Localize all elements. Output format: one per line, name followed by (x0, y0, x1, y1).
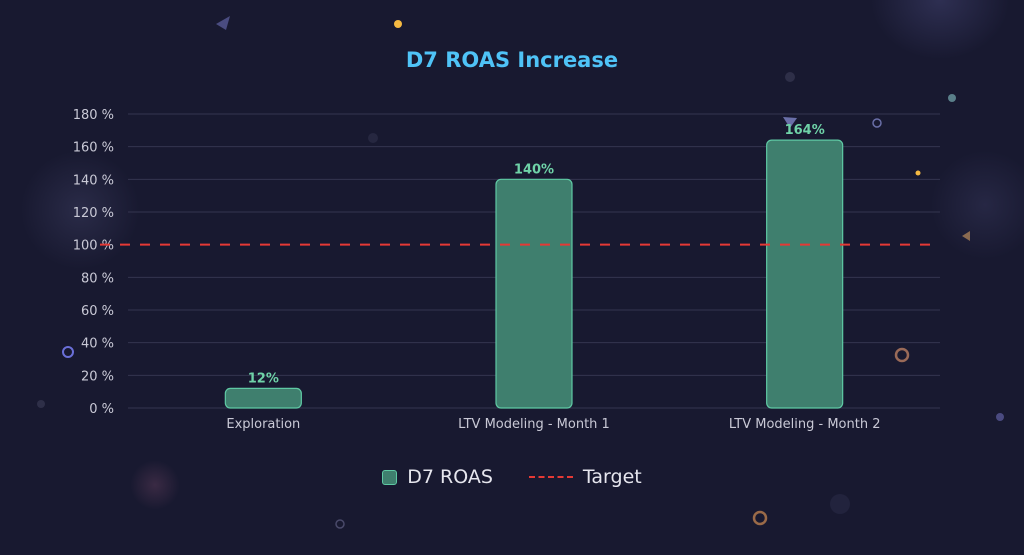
decorations (37, 16, 1004, 529)
x-tick-label: Exploration (226, 417, 300, 432)
y-tick-label: 120 % (73, 206, 114, 221)
y-tick-label: 80 % (81, 271, 114, 286)
bar[interactable] (766, 139, 844, 409)
y-tick-label: 140 % (73, 173, 114, 188)
bar[interactable] (495, 178, 573, 409)
legend-label: D7 ROAS (407, 466, 493, 488)
y-tick-label: 20 % (81, 369, 114, 384)
y-tick-label: 40 % (81, 337, 114, 352)
y-tick-label: 0 % (89, 402, 114, 417)
legend-item-target[interactable]: Target (528, 466, 642, 488)
y-tick-label: 180 % (73, 108, 114, 123)
y-tick-label: 100 % (73, 239, 114, 254)
data-label: 164% (785, 123, 825, 138)
legend: D7 ROAS Target (0, 466, 1024, 488)
legend-swatch-bar (382, 469, 398, 485)
x-tick-label: LTV Modeling - Month 1 (458, 417, 610, 432)
data-label: 12% (248, 371, 279, 386)
data-label: 140% (514, 162, 554, 177)
legend-label: Target (582, 466, 642, 488)
legend-swatch-dashed-line (528, 476, 573, 478)
y-tick-label: 160 % (73, 141, 114, 156)
bar[interactable] (224, 387, 302, 409)
legend-item-d7-roas[interactable]: D7 ROAS (382, 466, 493, 488)
y-tick-label: 60 % (81, 304, 114, 319)
chart-title: D7 ROAS Increase (405, 48, 619, 72)
x-tick-label: LTV Modeling - Month 2 (729, 417, 881, 432)
